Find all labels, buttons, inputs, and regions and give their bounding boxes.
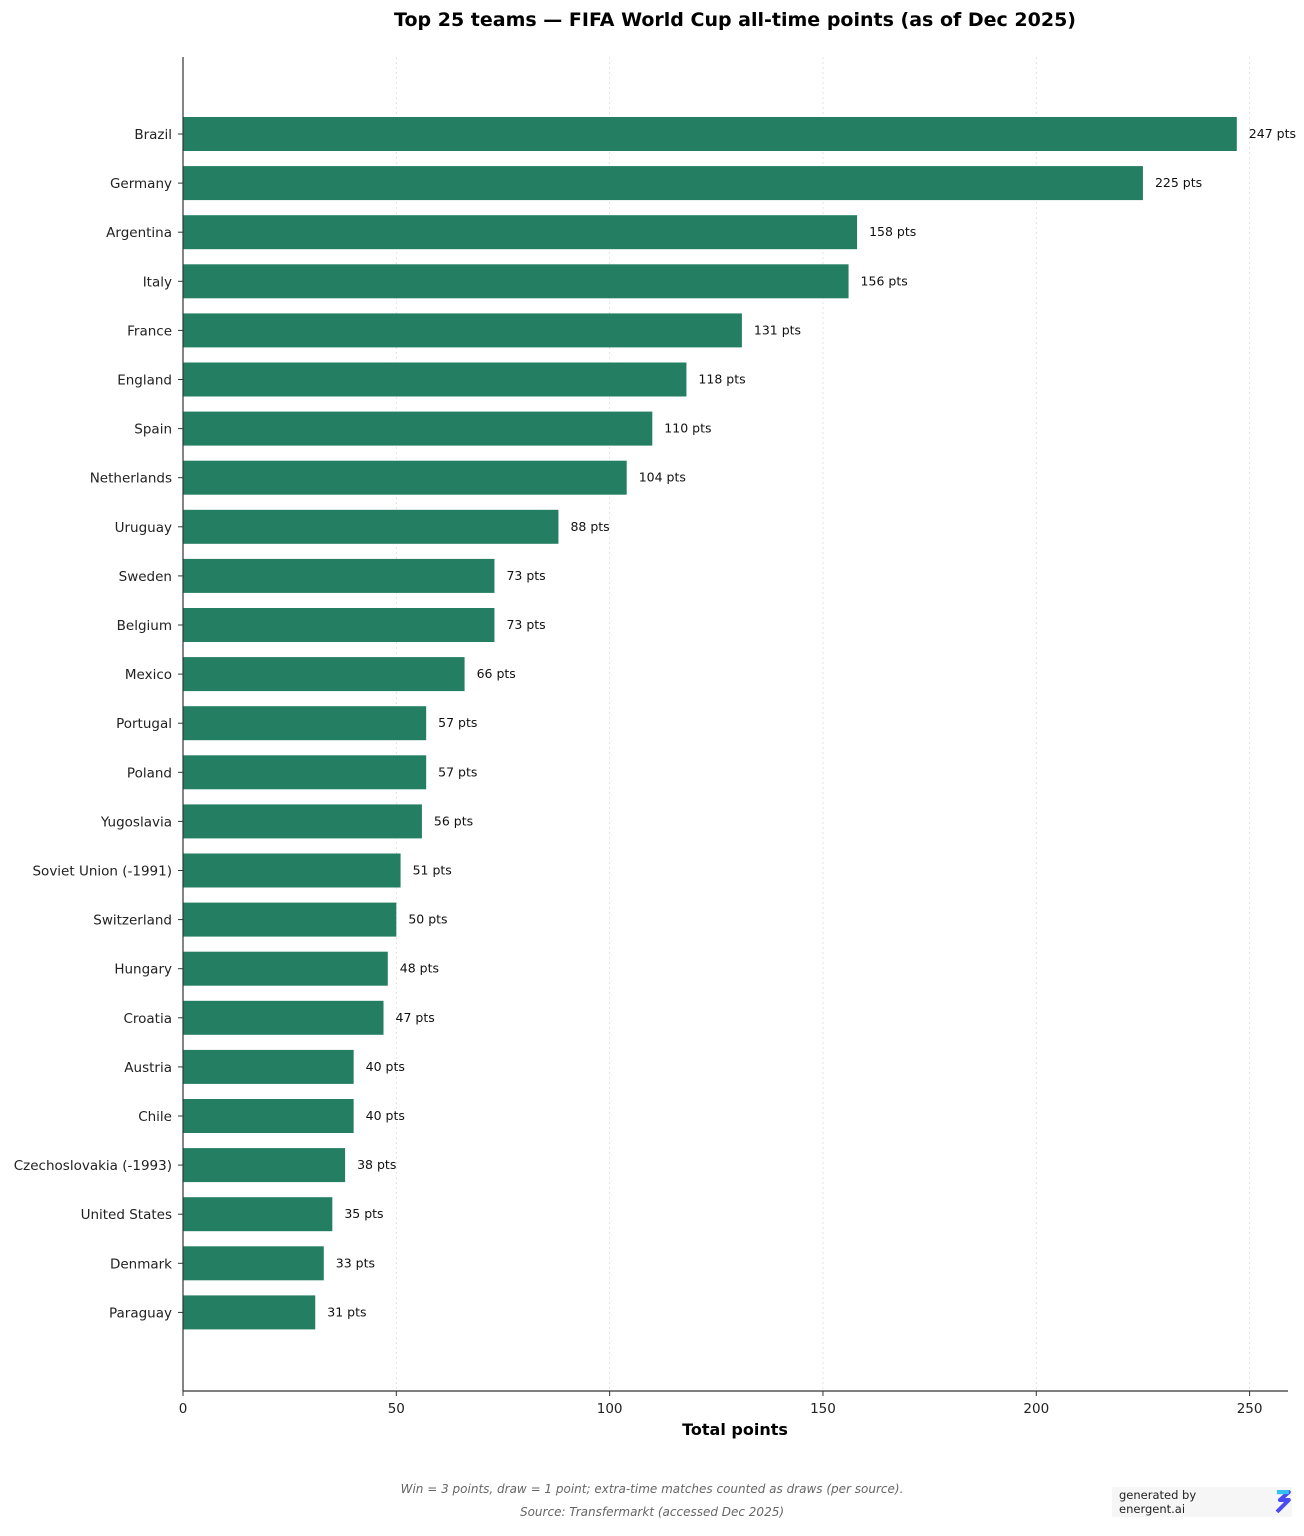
bar [183, 264, 849, 299]
bar [183, 1049, 354, 1084]
y-tick-label: Mexico [125, 667, 172, 683]
data-label: 50 pts [408, 912, 447, 927]
bar [183, 117, 1237, 151]
data-label: 73 pts [506, 617, 545, 632]
y-tick-label: Uruguay [115, 520, 172, 536]
y-tick-label: Netherlands [90, 471, 172, 487]
x-tick-label: 50 [388, 1401, 405, 1417]
x-tick-label: 100 [597, 1401, 623, 1417]
y-tick-label: Czechoslovakia (-1993) [14, 1158, 172, 1174]
y-tick-label: France [127, 323, 172, 339]
data-label: 88 pts [570, 519, 609, 534]
bar [183, 657, 465, 692]
y-tick-label: Sweden [119, 569, 172, 585]
footnote: Win = 3 points, draw = 1 point; extra-ti… [400, 1482, 904, 1496]
data-label: 156 pts [861, 273, 908, 288]
y-tick-label: Belgium [117, 618, 172, 634]
energent-logo-icon [1275, 1490, 1292, 1514]
data-label: 57 pts [438, 764, 477, 779]
y-tick-label: Austria [124, 1060, 172, 1076]
bar [183, 1148, 346, 1183]
y-tick-label: England [117, 373, 172, 389]
data-label: 48 pts [400, 961, 439, 976]
y-tick-label: Switzerland [93, 913, 172, 929]
y-tick-label: Germany [110, 176, 172, 192]
bar [183, 558, 495, 593]
y-tick-label: Portugal [116, 716, 172, 732]
data-label: 40 pts [366, 1059, 405, 1074]
bar [183, 215, 858, 250]
y-tick-label: Poland [127, 765, 172, 781]
bar [183, 1295, 316, 1330]
bar [183, 166, 1143, 201]
bar [183, 509, 559, 544]
y-tick-label: Italy [143, 274, 172, 290]
source-note: Source: Transfermarkt (accessed Dec 2025… [519, 1505, 785, 1519]
bar [183, 460, 627, 495]
bar [183, 1000, 384, 1035]
x-tick-label: 200 [1023, 1401, 1049, 1417]
y-tick-label: Brazil [134, 127, 172, 143]
bar-chart: Top 25 teams — FIFA World Cup all-time p… [14, 9, 1296, 1439]
y-tick-label: United States [81, 1207, 172, 1223]
bar [183, 902, 397, 937]
data-label: 104 pts [639, 470, 686, 485]
x-tick-label: 0 [179, 1401, 188, 1417]
data-label: 40 pts [366, 1108, 405, 1123]
y-tick-label: Hungary [114, 962, 172, 978]
x-tick-label: 150 [810, 1401, 836, 1417]
x-axis-label: Total points [682, 1420, 788, 1439]
data-label: 110 pts [664, 421, 711, 436]
bar [183, 853, 401, 888]
bar [183, 706, 427, 741]
data-label: 33 pts [336, 1255, 375, 1270]
data-label: 66 pts [477, 666, 516, 681]
data-label: 51 pts [413, 863, 452, 878]
y-tick-label: Denmark [110, 1256, 172, 1272]
data-label: 35 pts [344, 1206, 383, 1221]
bar [183, 313, 742, 348]
data-label: 225 pts [1155, 175, 1202, 190]
y-tick-label: Spain [134, 422, 172, 438]
bar [183, 804, 422, 839]
data-label: 56 pts [434, 813, 473, 828]
y-tick-label: Paraguay [109, 1305, 172, 1321]
badge-text: generated by energent.ai [1119, 1488, 1197, 1516]
y-tick-label: Croatia [123, 1011, 172, 1027]
data-label: 57 pts [438, 715, 477, 730]
y-tick-label: Chile [138, 1109, 172, 1125]
bar [183, 1246, 324, 1281]
generated-by-badge[interactable]: generated by energent.ai [1112, 1487, 1292, 1517]
data-label: 47 pts [396, 1010, 435, 1025]
data-label: 31 pts [327, 1304, 366, 1319]
bar [183, 951, 388, 986]
data-label: 38 pts [357, 1157, 396, 1172]
bar [183, 411, 653, 446]
data-label: 73 pts [506, 568, 545, 583]
data-label: 118 pts [698, 372, 745, 387]
data-label: 131 pts [754, 322, 801, 337]
x-tick-label: 250 [1237, 1401, 1263, 1417]
bar [183, 755, 427, 790]
y-tick-label: Soviet Union (-1991) [32, 864, 172, 880]
chart-title: Top 25 teams — FIFA World Cup all-time p… [394, 9, 1076, 31]
data-label: 247 pts [1249, 126, 1296, 141]
y-tick-label: Argentina [106, 225, 172, 241]
bar [183, 1099, 354, 1133]
bar [183, 608, 495, 642]
bar [183, 1197, 333, 1232]
bar [183, 362, 687, 397]
y-tick-label: Yugoslavia [100, 814, 172, 830]
data-label: 158 pts [869, 224, 916, 239]
